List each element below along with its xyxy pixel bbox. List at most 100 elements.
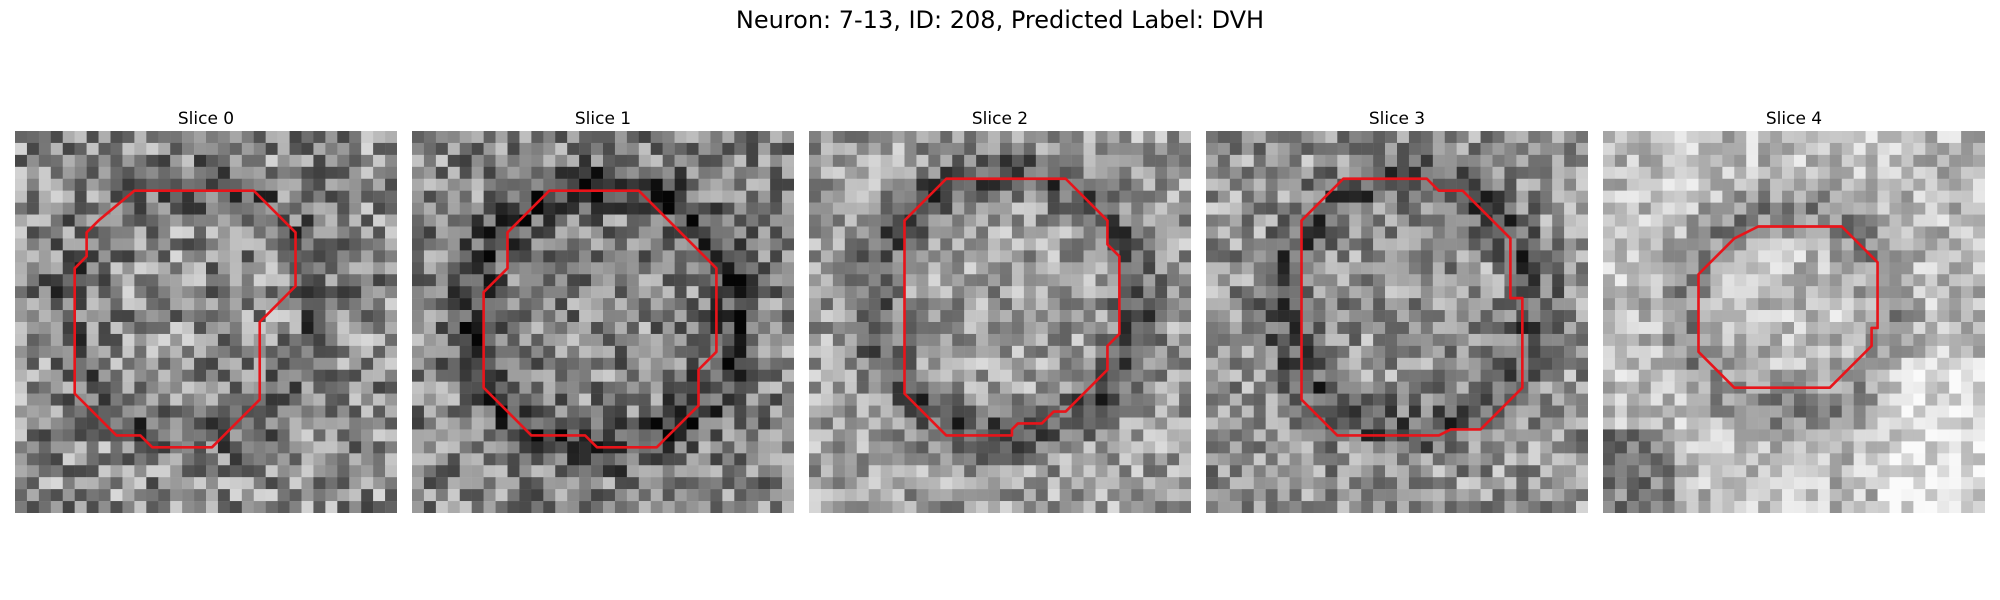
pixel (1361, 441, 1374, 454)
pixel (1206, 369, 1219, 382)
pixel (289, 202, 302, 215)
pixel (591, 465, 604, 478)
pixel (289, 298, 302, 311)
pixel (1143, 142, 1156, 156)
pixel (1083, 333, 1096, 347)
pixel (1325, 453, 1338, 466)
pixel (98, 489, 111, 502)
pixel (483, 501, 496, 513)
pixel (1131, 333, 1144, 347)
pixel (809, 142, 822, 156)
pixel (1805, 441, 1819, 454)
pixel (134, 274, 147, 287)
pixel (1325, 262, 1338, 275)
pixel (1444, 441, 1457, 454)
pixel (158, 381, 171, 394)
pixel (1540, 393, 1553, 406)
pixel (1925, 178, 1938, 191)
pixel (626, 429, 640, 442)
pixel (904, 178, 917, 191)
pixel (1107, 381, 1120, 394)
pixel (928, 393, 941, 406)
pixel (1083, 429, 1096, 442)
pixel (710, 381, 723, 394)
pixel (809, 453, 822, 466)
pixel (722, 322, 735, 335)
pixel (50, 345, 63, 359)
pixel (531, 262, 544, 275)
pixel (1710, 178, 1723, 191)
pixel (1313, 310, 1326, 323)
pixel (217, 465, 231, 478)
pixel (1241, 393, 1254, 406)
pixel (567, 202, 580, 215)
pixel (579, 322, 592, 335)
pixel (507, 142, 520, 156)
pixel (1420, 286, 1434, 299)
pixel (1662, 154, 1675, 168)
pixel (1000, 417, 1013, 430)
pixel (856, 298, 869, 311)
pixel (579, 393, 592, 406)
pixel (1444, 322, 1457, 335)
pixel (555, 226, 568, 239)
pixel (1603, 154, 1616, 168)
pixel (471, 262, 484, 275)
pixel (385, 333, 397, 347)
pixel (1179, 310, 1191, 323)
pixel (591, 322, 604, 335)
pixel (229, 298, 243, 311)
pixel (412, 393, 425, 406)
pixel (614, 381, 628, 394)
pixel (916, 142, 929, 156)
pixel (734, 226, 747, 239)
pixel (1241, 417, 1254, 430)
pixel (820, 226, 834, 239)
pixel (110, 477, 123, 490)
pixel (976, 369, 989, 382)
pixel (289, 417, 302, 430)
pixel (1047, 357, 1060, 370)
pixel (1301, 453, 1314, 466)
pixel (1361, 131, 1374, 144)
pixel (952, 142, 965, 156)
pixel (1770, 214, 1783, 227)
pixel (686, 381, 699, 394)
pixel (447, 202, 460, 215)
slice-image-1 (412, 131, 794, 513)
pixel (686, 357, 699, 370)
pixel (1564, 429, 1577, 442)
pixel (1000, 357, 1013, 370)
pixel (313, 393, 326, 406)
pixel (1782, 453, 1795, 466)
pixel (158, 238, 171, 251)
pixel (50, 274, 63, 287)
pixel (459, 333, 472, 347)
pixel (567, 226, 580, 239)
pixel (1179, 417, 1191, 430)
pixel (1877, 202, 1890, 215)
pixel (483, 262, 496, 275)
pixel (614, 262, 628, 275)
pixel (1662, 190, 1675, 203)
pixel (782, 369, 794, 382)
pixel (1540, 310, 1553, 323)
pixel (1973, 310, 1985, 323)
pixel (1603, 298, 1616, 311)
pixel (122, 202, 135, 215)
pixel (1277, 357, 1290, 370)
pixel (50, 465, 63, 478)
pixel (928, 202, 941, 215)
pixel (531, 226, 544, 239)
pixel (1961, 322, 1974, 335)
pixel (1349, 142, 1362, 156)
pixel (1000, 381, 1013, 394)
pixel (1540, 202, 1553, 215)
pixel (1313, 202, 1326, 215)
pixel (1468, 345, 1481, 359)
pixel (1325, 131, 1338, 144)
pixel (1456, 250, 1469, 263)
pixel (698, 322, 711, 335)
pixel (1107, 262, 1120, 275)
pixel (471, 333, 484, 347)
